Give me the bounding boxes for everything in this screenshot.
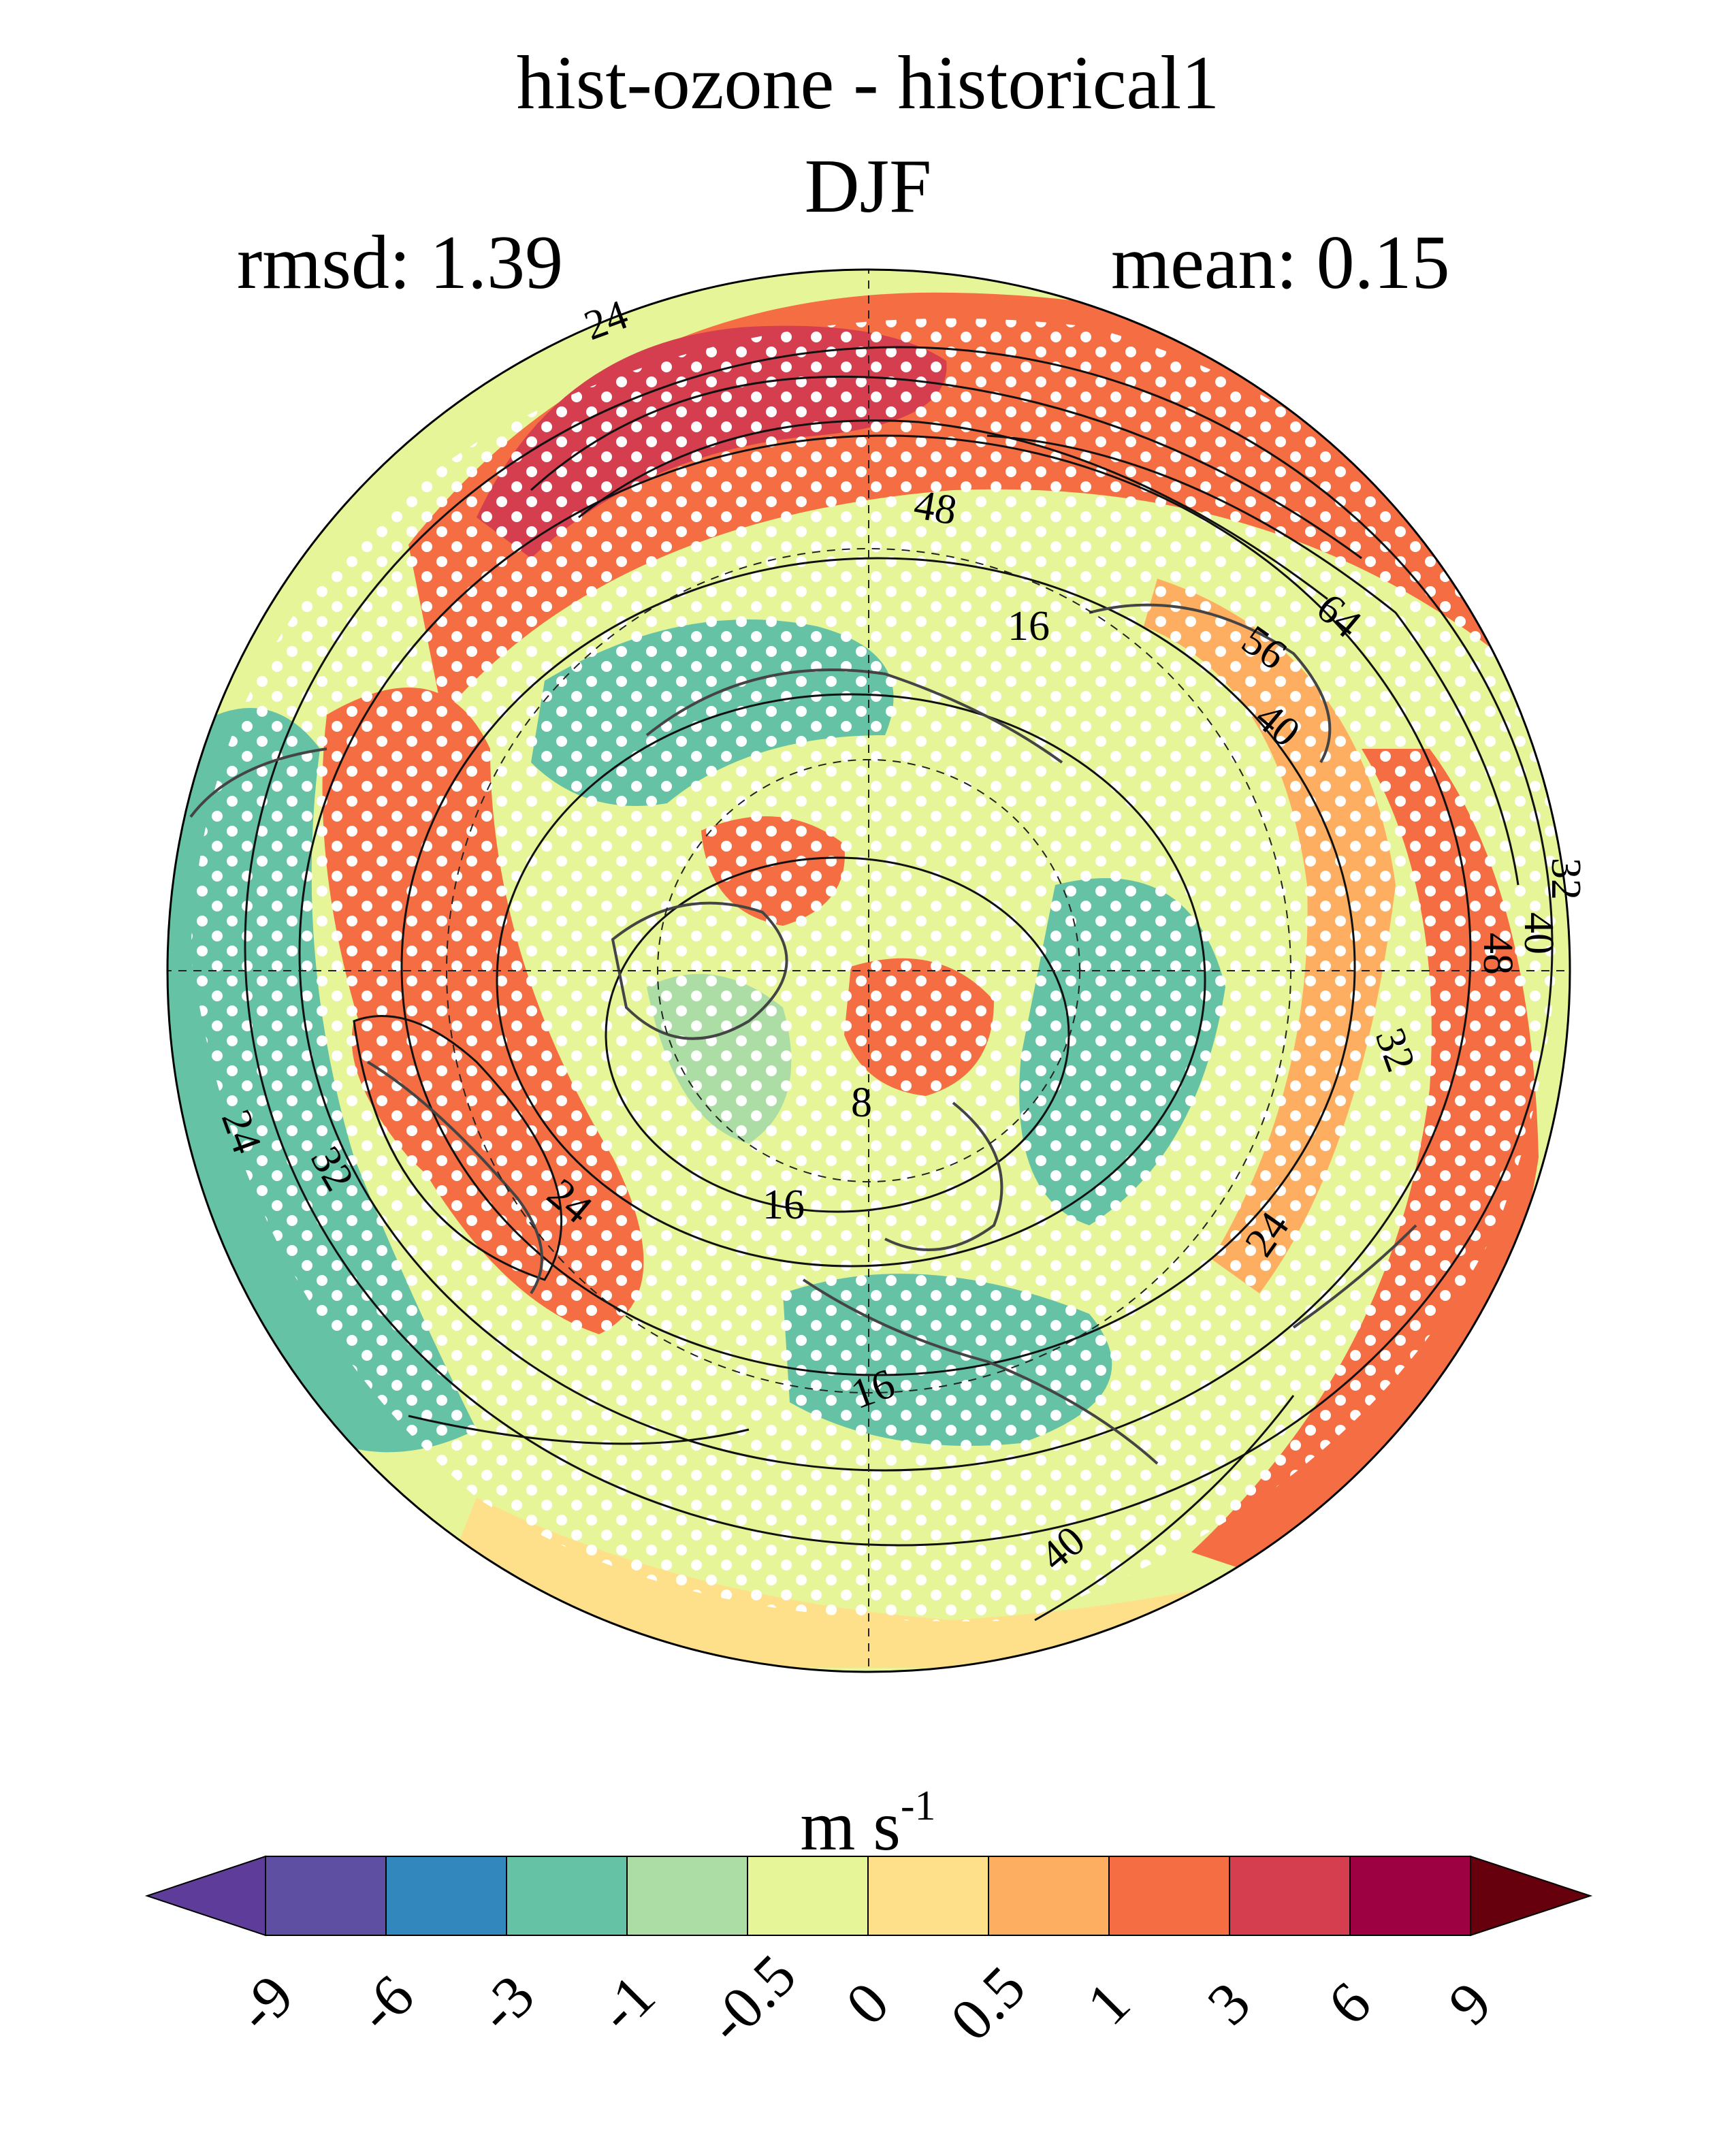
colorbar-segment xyxy=(747,1856,869,1936)
colorbar-segment xyxy=(988,1856,1110,1936)
colorbar-segment xyxy=(1349,1856,1471,1936)
colorbar-tick-label: -6 xyxy=(344,1963,427,2045)
colorbar-tick-label: 1 xyxy=(1074,1969,1143,2038)
colorbar-segment xyxy=(626,1856,748,1936)
colorbar-segment xyxy=(1108,1856,1230,1936)
colorbar-tick-label: 6 xyxy=(1315,1969,1384,2038)
units-label: m s-1 xyxy=(0,1785,1736,1862)
colorbar-segment xyxy=(867,1856,989,1936)
units-exponent: -1 xyxy=(900,1783,936,1829)
map-field xyxy=(167,270,1570,1672)
colorbar-segment xyxy=(385,1856,507,1936)
contour-label: 32 xyxy=(1543,858,1589,900)
colorbar-segment xyxy=(506,1856,628,1936)
colorbar-segment xyxy=(265,1856,387,1936)
units-base: m s xyxy=(800,1787,901,1865)
contour-label: 8 xyxy=(851,1080,872,1126)
colorbar-tick-label: -1 xyxy=(585,1963,668,2045)
season-title: DJF xyxy=(804,144,932,229)
colorbar-tick-label: -3 xyxy=(465,1963,547,2045)
contour-label: 48 xyxy=(911,481,961,534)
graticule xyxy=(167,270,1570,1672)
colorbar-segment xyxy=(1229,1856,1351,1936)
colorbar-under-triangle xyxy=(144,1855,266,1937)
map-boundary xyxy=(166,268,1571,1673)
contour-label: 48 xyxy=(1475,933,1521,975)
colorbar-tick-label: 9 xyxy=(1436,1969,1505,2038)
contour-lines xyxy=(244,346,1554,1621)
coastlines xyxy=(189,603,1417,1465)
contour-label: 16 xyxy=(762,1182,805,1228)
colorbar-tick-label: -9 xyxy=(224,1963,306,2045)
colorbar-over-triangle xyxy=(1470,1855,1593,1937)
colorbar-tick-label: 3 xyxy=(1195,1969,1264,2038)
rmsd-stat: rmsd: 1.39 xyxy=(237,221,564,305)
polar-map: 24 48 16 56 64 40 32 40 48 32 8 16 24 24… xyxy=(166,268,1589,1673)
colorbar-tick-label: 0 xyxy=(833,1969,902,2038)
mean-stat: mean: 0.15 xyxy=(1111,221,1450,305)
contour-label: 40 xyxy=(1515,912,1562,954)
stippling xyxy=(191,318,1559,1621)
colorbar-tick-label: 0.5 xyxy=(938,1954,1038,2054)
contour-label: 16 xyxy=(1008,603,1050,649)
colorbar xyxy=(144,1855,1593,1937)
colorbar-tick-label: -0.5 xyxy=(694,1942,809,2056)
plot-title: hist-ozone - historical1 xyxy=(516,41,1220,125)
